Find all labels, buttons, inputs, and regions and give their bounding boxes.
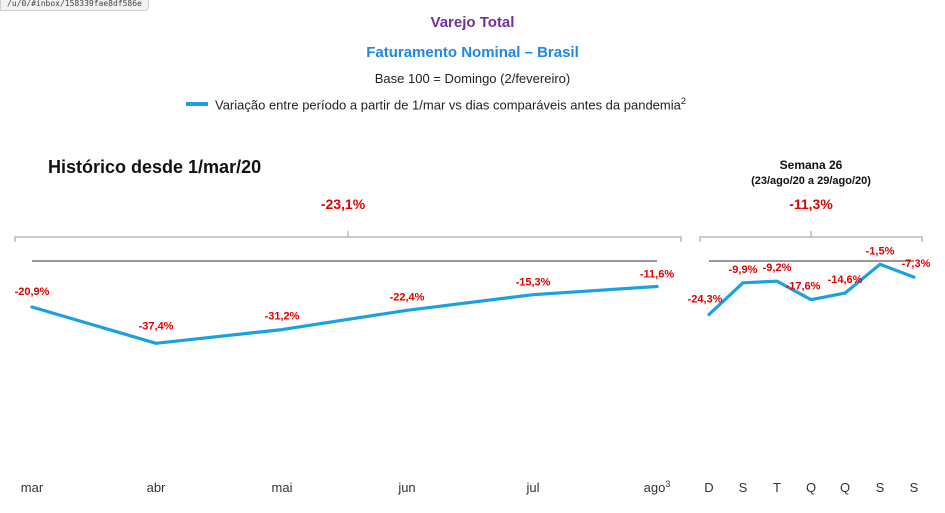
week-data-label: -24,3% (688, 293, 723, 305)
week-data-label: -9,2% (763, 262, 792, 274)
week-bracket (699, 231, 923, 242)
history-x-tick: jun (397, 480, 415, 495)
week-x-tick: D (704, 480, 713, 495)
history-data-label: -22,4% (390, 291, 425, 303)
x-tick-labels: mar abr mai jun jul ago3 D S T Q Q S S (21, 479, 919, 495)
week-x-tick: T (773, 480, 781, 495)
history-x-tick: jul (525, 480, 539, 495)
base-note: Base 100 = Domingo (2/fevereiro) (374, 71, 571, 86)
history-x-tick: abr (147, 480, 166, 495)
history-x-tick: mai (272, 480, 293, 495)
summary-brackets (14, 231, 923, 242)
week-data-label: -7,3% (902, 258, 931, 270)
week-panel-title: Semana 26 (779, 158, 843, 172)
week-data-label: -9,9% (729, 264, 758, 276)
legend: Variação entre período a partir de 1/mar… (186, 95, 686, 113)
history-data-label: -31,2% (265, 311, 300, 323)
week-series-line (707, 262, 916, 317)
history-summary-value: -23,1% (320, 196, 366, 212)
legend-line-swatch (186, 102, 208, 106)
legend-footnote: 2 (680, 95, 686, 106)
history-data-label: -15,3% (516, 277, 551, 289)
week-x-tick: S (910, 480, 919, 495)
history-x-tick: ago3 (644, 479, 671, 495)
week-x-tick: Q (840, 480, 850, 495)
week-panel-period: (23/ago/20 a 29/ago/20) (751, 175, 871, 187)
history-bracket (14, 231, 682, 242)
week-data-label: -14,6% (828, 274, 863, 286)
history-x-tick: mar (21, 480, 44, 495)
week-data-label: -17,6% (786, 281, 821, 293)
history-data-label: -37,4% (139, 320, 174, 332)
browser-url-fragment: /u/0/#inbox/158339fae8df586e (0, 0, 149, 11)
data-labels: -20,9% -37,4% -31,2% -22,4% -15,3% -11,6% -24,… (15, 245, 931, 332)
series-lines (30, 262, 916, 345)
legend-label: Variação entre período a partir de 1/mar… (215, 95, 686, 113)
week-summary-value: -11,3% (789, 196, 833, 212)
history-panel-title: Histórico desde 1/mar/20 (48, 157, 262, 177)
history-data-label: -11,6% (640, 269, 674, 281)
week-data-label: -1,5% (866, 245, 895, 257)
week-x-tick: Q (806, 480, 816, 495)
week-x-tick: S (739, 480, 748, 495)
history-series-line (30, 284, 659, 345)
week-x-tick: S (876, 480, 885, 495)
chart-subtitle: Faturamento Nominal – Brasil (366, 44, 579, 61)
chart-title: Varejo Total (430, 14, 515, 31)
history-data-label: -20,9% (15, 286, 50, 298)
tick-footnote: 3 (665, 479, 670, 489)
